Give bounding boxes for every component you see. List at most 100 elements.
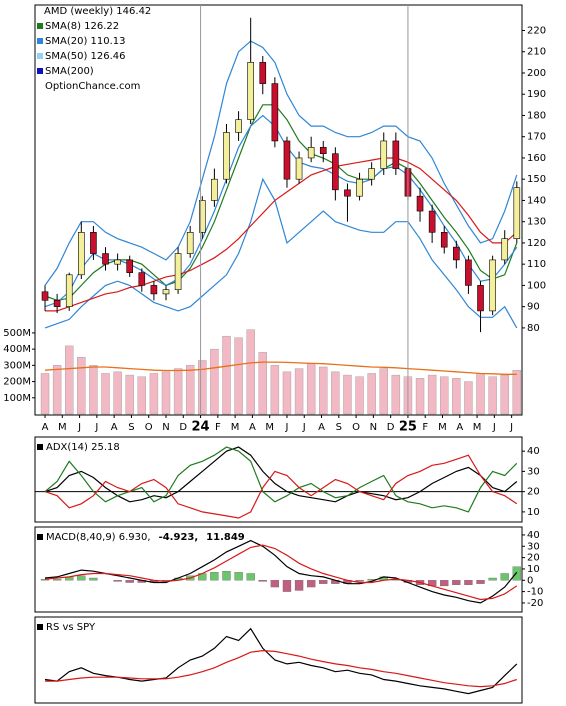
histogram-bar bbox=[500, 573, 509, 581]
legend-label: RS vs SPY bbox=[46, 622, 96, 633]
candle-body bbox=[126, 259, 134, 273]
x-tick-label: M bbox=[473, 422, 482, 433]
histogram-bar bbox=[77, 575, 86, 581]
indicator-line bbox=[45, 649, 517, 688]
volume-bar bbox=[173, 368, 183, 415]
legend-swatch bbox=[37, 534, 43, 540]
candle-body bbox=[356, 178, 363, 197]
x-tick-label: A bbox=[249, 422, 256, 433]
x-tick-label: M bbox=[265, 422, 274, 433]
x-tick-label: F bbox=[422, 422, 428, 433]
volume-bar bbox=[101, 373, 110, 415]
x-tick-label: D bbox=[387, 422, 395, 433]
legend-label: SMA(50) 126.46 bbox=[45, 51, 126, 62]
histogram-bar bbox=[125, 580, 134, 583]
candle-body bbox=[65, 274, 73, 307]
histogram-bar bbox=[246, 573, 255, 581]
x-tick-label: J bbox=[94, 422, 98, 433]
y-tick-label: 30 bbox=[527, 541, 540, 552]
volume-bar bbox=[210, 348, 219, 415]
candle-body bbox=[223, 132, 230, 180]
candle-body bbox=[428, 210, 436, 233]
volume-bar bbox=[149, 373, 159, 415]
x-tick-label: M bbox=[231, 422, 240, 433]
volume-bar bbox=[282, 371, 292, 415]
bollinger-band bbox=[44, 40, 518, 286]
legend-label: -4.923, bbox=[159, 532, 199, 543]
x-tick-label: M bbox=[58, 422, 67, 433]
candle-body bbox=[513, 187, 521, 239]
candle-body bbox=[368, 168, 375, 180]
y-tick-label: 170 bbox=[527, 132, 546, 143]
volume-bar bbox=[331, 371, 340, 415]
volume-bar bbox=[355, 376, 364, 415]
indicator-line bbox=[44, 454, 518, 519]
legend-swatch bbox=[37, 68, 43, 74]
bollinger-band bbox=[44, 177, 518, 329]
indicator-line bbox=[45, 157, 518, 312]
histogram-bar bbox=[270, 580, 280, 588]
histogram-bar bbox=[464, 580, 473, 585]
y-tick-label: 20 bbox=[527, 553, 540, 564]
histogram-bar bbox=[452, 580, 461, 585]
legend-swatch bbox=[37, 23, 43, 29]
y-tick-label: 30 bbox=[527, 466, 540, 477]
candle-body bbox=[344, 189, 351, 197]
x-tick-label: A bbox=[111, 422, 118, 433]
y-tick-label: -20 bbox=[527, 598, 543, 609]
volume-tick-label: 100M bbox=[3, 393, 31, 404]
histogram-bar bbox=[113, 580, 122, 582]
legend-label: SMA(8) 126.22 bbox=[45, 21, 119, 32]
histogram-bar bbox=[258, 580, 267, 582]
candle-body bbox=[211, 178, 218, 201]
histogram-bar bbox=[52, 578, 62, 581]
volume-bar bbox=[185, 365, 195, 415]
candle-body bbox=[477, 285, 484, 312]
volume-bar bbox=[258, 352, 267, 415]
candle-body bbox=[319, 147, 327, 155]
legend-label: SMA(200) bbox=[45, 66, 94, 77]
panel-frame bbox=[34, 4, 523, 416]
candle-body bbox=[150, 285, 158, 295]
candle-body bbox=[271, 83, 279, 142]
candle-body bbox=[186, 232, 194, 254]
histogram-bar bbox=[355, 580, 364, 582]
x-tick-label: F bbox=[215, 422, 221, 433]
indicator-line bbox=[44, 627, 518, 695]
volume-bar bbox=[464, 381, 473, 415]
volume-bar bbox=[222, 335, 231, 415]
legend-swatch bbox=[37, 53, 43, 59]
volume-bar bbox=[40, 373, 50, 415]
x-tick-label: D bbox=[179, 422, 187, 433]
legend-swatch bbox=[37, 624, 43, 630]
candle-body bbox=[307, 147, 315, 159]
histogram-bar bbox=[476, 580, 485, 584]
volume-bar bbox=[65, 345, 74, 415]
y-tick-label: 10 bbox=[527, 507, 540, 518]
x-tick-label: O bbox=[145, 422, 153, 433]
y-tick-label: 150 bbox=[527, 174, 546, 185]
candle-body bbox=[41, 291, 49, 301]
histogram-bar bbox=[282, 580, 292, 592]
volume-bar bbox=[476, 373, 485, 415]
candle-body bbox=[102, 253, 109, 265]
indicator-line bbox=[44, 104, 518, 301]
y-tick-label: 0 bbox=[527, 575, 533, 586]
y-tick-label: 40 bbox=[527, 530, 540, 541]
histogram-bar bbox=[89, 577, 98, 581]
y-tick-label: 80 bbox=[527, 323, 540, 334]
x-tick-label: J bbox=[284, 422, 288, 433]
y-tick-label: 130 bbox=[527, 217, 546, 228]
x-tick-label: A bbox=[42, 422, 49, 433]
y-tick-label: 180 bbox=[527, 110, 546, 121]
y-tick-label: 220 bbox=[527, 25, 546, 36]
volume-bar bbox=[198, 360, 207, 415]
candle-body bbox=[283, 140, 291, 180]
volume-tick-label: 200M bbox=[3, 377, 31, 388]
indicator-line bbox=[44, 544, 518, 601]
volume-bar bbox=[512, 370, 522, 415]
legend-swatch bbox=[37, 444, 43, 450]
candle-body bbox=[114, 259, 121, 265]
y-tick-label: 40 bbox=[527, 446, 540, 457]
y-tick-label: 10 bbox=[527, 564, 540, 575]
